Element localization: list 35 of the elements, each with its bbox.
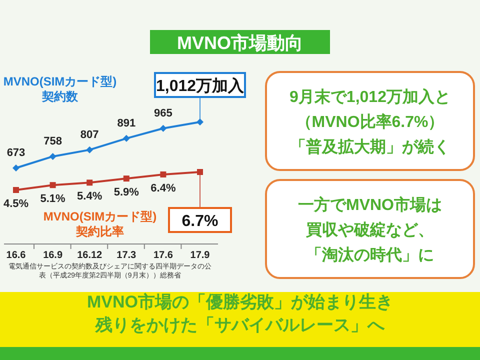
data-label: 6.7%: [182, 213, 218, 230]
x-tick-label: 17.9: [190, 250, 210, 261]
x-tick-label: 17.6: [153, 250, 174, 261]
data-label: 891: [117, 117, 136, 130]
data-label: 5.9%: [114, 186, 140, 199]
point: [160, 124, 167, 132]
data-label: 5.1%: [40, 193, 66, 206]
data-label: 758: [44, 135, 62, 148]
point: [123, 176, 130, 182]
data-label: 673: [6, 147, 26, 159]
text: MVNO(SIMカード型)契約数: [3, 74, 117, 104]
point: [86, 146, 94, 154]
point: [160, 171, 166, 178]
data-label: 807: [80, 128, 99, 141]
point: [50, 182, 56, 188]
point: [49, 152, 56, 160]
chart-title: MVNO市場動向: [177, 33, 303, 53]
x-tick-label: 16.9: [43, 250, 63, 261]
point: [13, 187, 19, 193]
x-tick-label: 17.3: [116, 250, 137, 261]
point: [122, 134, 130, 142]
data-label: 965: [154, 107, 172, 120]
data-label: 4.5%: [3, 198, 29, 210]
data-label: 1,012万加入: [156, 77, 246, 95]
x-tick-label: 16.12: [77, 250, 103, 261]
text: 一方でMVNO市場は買収や破綻など、「淘汰の時代」に: [298, 195, 442, 264]
series-label: MVNO(SIMカード型)契約比率: [43, 210, 157, 238]
point: [86, 180, 93, 186]
text: 9月末で1,012万加入と（MVNO比率6.7%）「普及拡大期」が続く: [290, 88, 450, 156]
data-label: 5.4%: [77, 190, 102, 203]
x-tick-label: 16.6: [6, 250, 26, 261]
text: MVNO市場の「優勝劣敗」が始まり生き残りをかけた「サバイバルレース」へ: [87, 292, 393, 334]
point: [197, 169, 203, 175]
data-label: 6.4%: [150, 182, 176, 194]
point: [12, 164, 20, 172]
